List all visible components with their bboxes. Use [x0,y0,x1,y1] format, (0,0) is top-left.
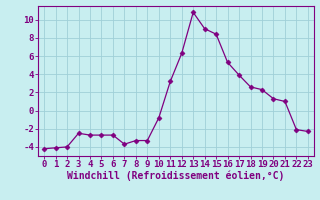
X-axis label: Windchill (Refroidissement éolien,°C): Windchill (Refroidissement éolien,°C) [67,171,285,181]
